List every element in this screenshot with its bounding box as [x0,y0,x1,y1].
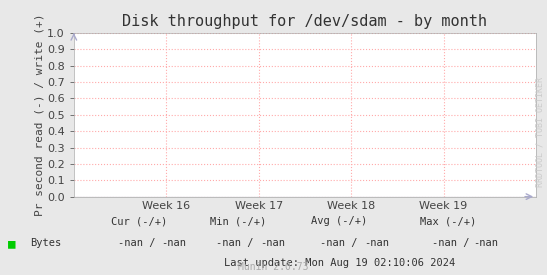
Y-axis label: Pr second read (-) / write (+): Pr second read (-) / write (+) [34,13,44,216]
Text: -nan: -nan [161,238,187,248]
Text: Last update: Mon Aug 19 02:10:06 2024: Last update: Mon Aug 19 02:10:06 2024 [224,258,455,268]
Text: Min (-/+): Min (-/+) [210,216,266,226]
Text: Avg (-/+): Avg (-/+) [311,216,367,226]
Text: Max (-/+): Max (-/+) [421,216,476,226]
Text: Munin 2.0.73: Munin 2.0.73 [238,262,309,272]
Title: Disk throughput for /dev/sdam - by month: Disk throughput for /dev/sdam - by month [123,14,487,29]
Text: Cur (-/+): Cur (-/+) [112,216,167,226]
Text: RRDTOOL / TOBI OETIKER: RRDTOOL / TOBI OETIKER [536,77,544,187]
Text: Bytes: Bytes [30,238,61,248]
Text: -nan /: -nan / [432,238,470,248]
Text: -nan: -nan [473,238,498,248]
Text: -nan /: -nan / [216,238,254,248]
Text: ■: ■ [8,237,16,250]
Text: -nan /: -nan / [118,238,155,248]
Text: -nan: -nan [364,238,389,248]
Text: -nan /: -nan / [320,238,358,248]
Text: -nan: -nan [260,238,285,248]
